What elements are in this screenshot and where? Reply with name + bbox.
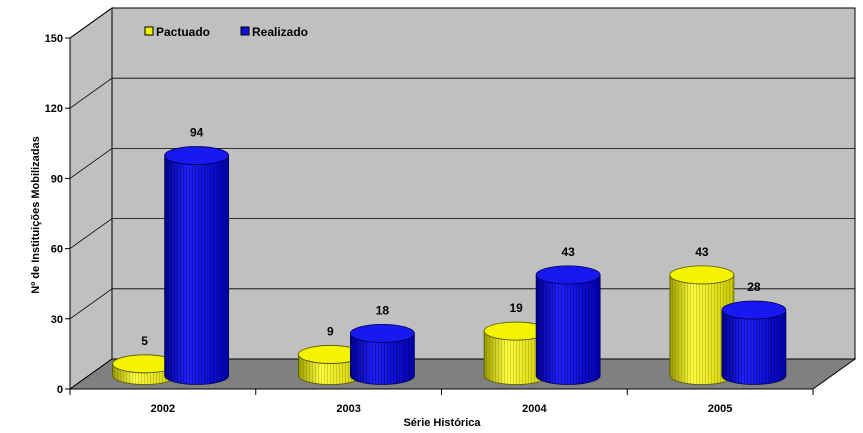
side-wall: [69, 7, 113, 390]
legend-swatch-pactuado: [144, 26, 154, 36]
bar-realizado-2003: [349, 323, 415, 385]
y-tick-label: 0: [57, 384, 63, 396]
legend-label-realizado: Realizado: [252, 25, 308, 39]
bars: [112, 146, 787, 385]
x-tick-label: 2005: [708, 403, 732, 415]
data-label: 19: [509, 301, 523, 315]
data-labels: 5 9 19 43 94 18 43 28: [141, 126, 761, 348]
legend-label-pactuado: Pactuado: [156, 25, 210, 39]
x-tick-label: 2002: [151, 403, 175, 415]
y-tick-label: 90: [51, 173, 63, 185]
gridline-side: [69, 77, 113, 109]
data-label: 9: [327, 324, 334, 338]
data-label: 43: [561, 245, 575, 259]
gridlines: [69, 7, 855, 320]
bar-pactuado-2002: [112, 354, 178, 385]
bar-realizado-2002: [164, 146, 230, 385]
y-axis-title: Nº de Instituições Mobilizadas: [30, 136, 42, 293]
bar-realizado-2005: [721, 300, 787, 385]
y-tick-label: 120: [45, 103, 63, 115]
gridline-side: [69, 7, 113, 39]
data-label: 18: [376, 303, 390, 317]
y-tick-label: 30: [51, 314, 63, 326]
data-label: 94: [190, 126, 204, 140]
bar-pactuado-2005: [669, 265, 735, 385]
bar-realizado-2004: [535, 265, 601, 385]
legend-swatch-realizado: [240, 26, 250, 36]
x-axis-ticks: 2002 2003 2004 2005: [69, 388, 814, 415]
bar-pactuado-2003: [297, 345, 363, 385]
data-label: 28: [747, 280, 761, 294]
x-tick-label: 2003: [336, 403, 360, 415]
bar-pactuado-2004: [483, 321, 549, 385]
legend: Pactuado Realizado: [144, 25, 308, 39]
gridline-side: [69, 148, 113, 179]
x-tick-label: 2004: [522, 403, 547, 415]
data-label: 43: [695, 245, 709, 259]
y-tick-label: 60: [51, 244, 63, 256]
y-axis-ticks: 0 30 60 90 120 150: [45, 33, 71, 396]
x-axis-title: Série Histórica: [403, 417, 481, 429]
gridline-side: [69, 218, 113, 249]
gridline-side: [69, 288, 113, 320]
data-label: 5: [141, 334, 148, 348]
y-tick-label: 150: [45, 33, 63, 45]
